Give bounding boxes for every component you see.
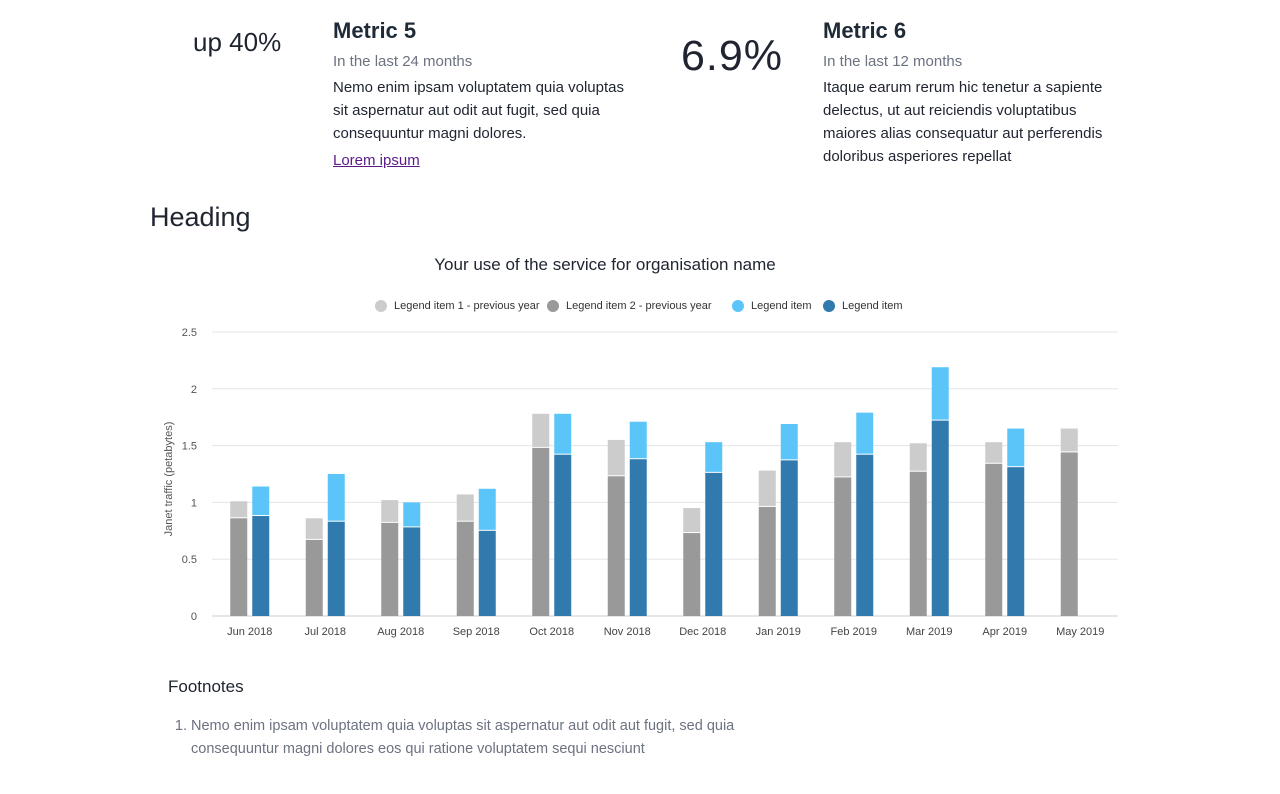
y-tick-label: 2.5 [182,327,197,339]
y-tick-label: 1 [191,497,197,509]
legend-swatch [547,300,559,312]
legend-item-current-1[interactable]: Legend item [732,300,812,312]
bar-segment [607,439,625,476]
bar-segment [403,527,421,616]
legend-label: Legend item [842,300,903,312]
bar-segment [909,443,927,471]
bar-segment [1007,428,1025,467]
legend-label: Legend item 2 - previous year [566,300,712,312]
metric-5-block: Metric 5 In the last 24 months Nemo enim… [333,18,633,170]
section-heading: Heading [150,202,251,232]
bar-segment [305,518,323,539]
bar-segment [381,500,399,522]
bar-segment [705,472,723,616]
y-axis-label: Janet traffic (petabytes) [163,422,175,537]
bar-segment [856,454,874,616]
bar-segment [554,413,572,454]
legend-swatch [732,300,744,312]
bar-segment [230,501,248,518]
metric-5-link[interactable]: Lorem ipsum [333,152,420,169]
chart-legend: Legend item 1 - previous year Legend ite… [0,300,1280,318]
bar-segment [629,459,647,616]
bar-segment [327,474,345,521]
x-tick-label: Sep 2018 [453,626,500,638]
legend-item-prev-2[interactable]: Legend item 2 - previous year [547,300,712,312]
bar-segment [456,494,474,521]
bar-segment [985,442,1003,463]
x-tick-label: May 2019 [1056,626,1104,638]
legend-label: Legend item 1 - previous year [394,300,540,312]
bar-segment [834,477,852,616]
x-tick-label: Apr 2019 [982,626,1027,638]
bar-segment [456,521,474,616]
legend-swatch [823,300,835,312]
bar-segment [683,508,701,533]
bar-segment [683,533,701,616]
metric-6-description: Itaque earum rerum hic tenetur a sapient… [823,79,1103,165]
bar-segment [909,471,927,616]
bar-segment [834,442,852,477]
x-tick-label: Jan 2019 [756,626,801,638]
bar-segment [305,539,323,616]
x-tick-label: Aug 2018 [377,626,424,638]
bar-segment [856,412,874,454]
footnotes-title: Footnotes [168,677,244,696]
bar-segment [403,502,421,527]
bar-segment [327,521,345,616]
footnote-item: Nemo enim ipsam voluptatem quia voluptas… [191,715,791,761]
bar-segment [629,421,647,459]
bar-segment [230,518,248,616]
bar-segment [478,488,496,530]
y-tick-label: 2 [191,384,197,396]
metric-6-block: Metric 6 In the last 12 months Itaque ea… [823,18,1133,168]
legend-item-prev-1[interactable]: Legend item 1 - previous year [375,300,540,312]
bar-segment [478,530,496,616]
bar-segment [252,486,270,516]
bar-segment [532,413,550,447]
metric-5-description: Nemo enim ipsam voluptatem quia voluptas… [333,79,624,142]
bar-segment [931,367,949,420]
bar-segment [780,460,798,616]
bar-segment [381,522,399,616]
legend-swatch [375,300,387,312]
metric-5-period: In the last 24 months [333,53,473,70]
bar-segment [554,454,572,616]
legend-item-current-2[interactable]: Legend item [823,300,903,312]
x-tick-label: Jun 2018 [227,626,272,638]
bar-segment [532,447,550,616]
bar-segment [780,424,798,460]
metric-6-period: In the last 12 months [823,53,963,70]
y-tick-label: 1.5 [182,441,197,453]
bar-segment [758,470,776,506]
x-tick-label: Mar 2019 [906,626,952,638]
metric-5-value: up 40% [193,27,282,57]
legend-label: Legend item [751,300,812,312]
x-tick-label: Nov 2018 [604,626,651,638]
metric-5-title: Metric 5 [333,18,417,43]
x-tick-label: Feb 2019 [831,626,877,638]
bar-segment [1060,452,1078,616]
traffic-bar-chart: 0 0.5 1 1.5 2 2.5 Janet traffic (petabytes) Jun… [163,327,1118,638]
bar-segment [931,420,949,616]
chart-title: Your use of the service for organisation… [434,255,776,274]
x-tick-label: Jul 2018 [304,626,346,638]
bar-segment [252,516,270,616]
metric-6-title: Metric 6 [823,18,907,43]
bar-segment [607,476,625,616]
y-tick-label: 0.5 [182,554,197,566]
bar-segment [985,463,1003,616]
bar-segment [1007,467,1025,616]
x-tick-label: Oct 2018 [529,626,574,638]
metric-6-value: 6.9% [681,32,784,80]
footnotes-list: Nemo enim ipsam voluptatem quia voluptas… [191,715,791,761]
bar-segment [705,442,723,472]
bar-segment [758,506,776,616]
y-tick-label: 0 [191,611,197,623]
x-tick-label: Dec 2018 [679,626,726,638]
bar-segment [1060,428,1078,452]
